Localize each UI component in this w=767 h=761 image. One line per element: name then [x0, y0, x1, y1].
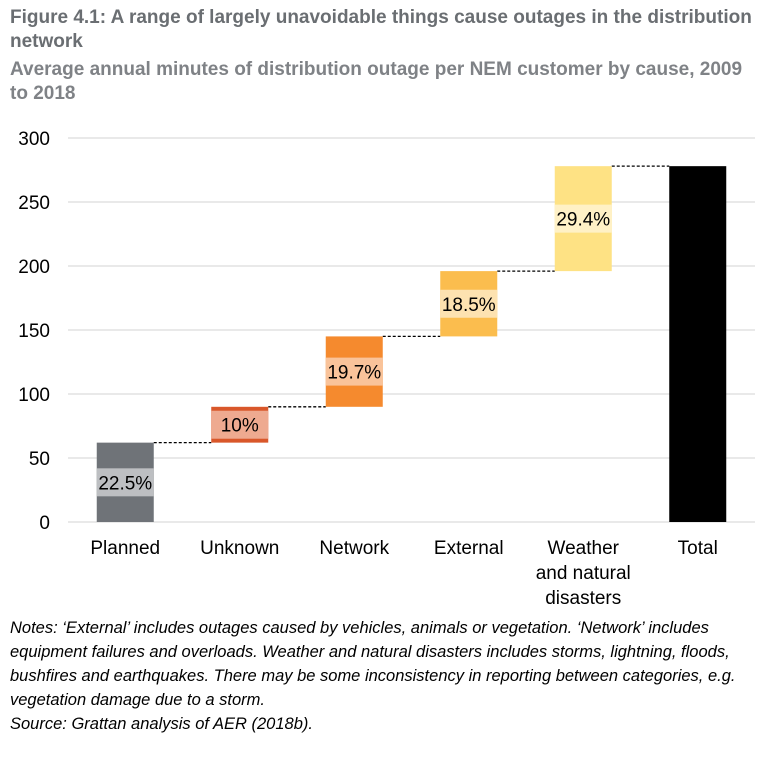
x-tick-label: Unknown — [200, 538, 279, 559]
chart-title: Figure 4.1: A range of largely unavoidab… — [10, 7, 752, 52]
source-text: Source: Grattan analysis of AER (2018b). — [10, 715, 313, 733]
y-tick-label: 300 — [18, 129, 50, 150]
data-labels: 22.5% 10% 19.7% 18.5% 29.4% — [98, 210, 610, 495]
waterfall-chart: 0 50 100 150 200 250 300 22.5% 10% 19.7% 18.5% 29.… — [18, 129, 755, 609]
y-tick-label: 50 — [29, 449, 50, 470]
x-tick-label: Total — [678, 538, 718, 559]
data-label-band — [554, 204, 612, 233]
bars — [96, 166, 727, 522]
y-tick-label: 100 — [18, 385, 50, 406]
notes-block: Notes: ‘External’ includes outages cause… — [10, 616, 762, 736]
notes-text: Notes: ‘External’ includes outages cause… — [10, 619, 736, 709]
y-tick-label: 150 — [18, 321, 50, 342]
bar-total — [669, 166, 727, 522]
data-label-band — [211, 410, 269, 439]
x-tick-label: disasters — [545, 588, 621, 609]
data-label: 19.7% — [327, 363, 381, 384]
y-axis-tick-labels: 0 50 100 150 200 250 300 — [18, 129, 50, 534]
data-label: 18.5% — [442, 295, 496, 316]
x-tick-label: Planned — [90, 538, 160, 559]
x-axis-tick-labels: Planned Unknown Network External Weather and … — [90, 538, 717, 609]
y-tick-label: 200 — [18, 257, 50, 278]
x-tick-label: External — [434, 538, 504, 559]
data-label: 29.4% — [556, 210, 610, 231]
data-label: 22.5% — [98, 473, 152, 494]
data-label-band — [96, 468, 154, 497]
y-tick-label: 0 — [39, 513, 50, 534]
data-label: 10% — [221, 416, 259, 437]
connector-lines — [153, 165, 670, 444]
x-tick-label: Weather — [548, 538, 620, 559]
chart-subtitle: Average annual minutes of distribution o… — [10, 59, 743, 104]
y-tick-label: 250 — [18, 193, 50, 214]
x-tick-label: and natural — [536, 563, 631, 584]
data-label-band — [325, 357, 383, 386]
data-label-band — [440, 289, 498, 318]
gridlines — [68, 137, 755, 523]
x-tick-label: Network — [319, 538, 389, 559]
